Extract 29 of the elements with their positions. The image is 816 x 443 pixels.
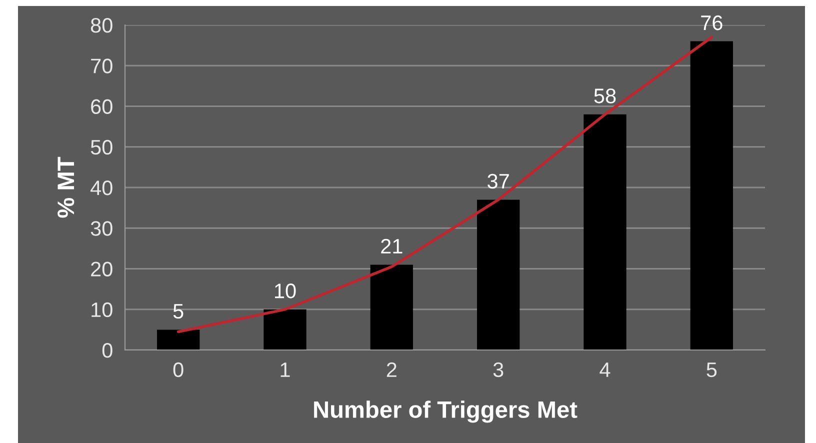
data-label: 5 [173, 304, 184, 319]
data-label: 58 [594, 88, 616, 104]
data-label: 37 [488, 174, 509, 189]
x-axis-title: Number of Triggers Met [314, 400, 578, 423]
bar [584, 114, 626, 350]
y-tick-label: 60 [91, 99, 112, 114]
bar [690, 41, 733, 350]
bar [370, 264, 413, 350]
data-label: 10 [275, 284, 296, 298]
y-tick-label: 10 [92, 302, 112, 318]
x-tick-label: 5 [706, 362, 717, 378]
x-tick-label: 2 [386, 362, 396, 377]
data-label: 21 [381, 238, 402, 254]
y-axis-title: % MT [58, 156, 74, 218]
y-tick-label: 20 [91, 262, 112, 277]
x-tick-label: 0 [173, 362, 184, 378]
y-tick-label: 80 [90, 18, 112, 33]
bar [264, 309, 306, 350]
x-tick-label: 4 [600, 362, 610, 377]
bar [477, 200, 520, 350]
x-tick-label: 3 [493, 362, 504, 378]
x-tick-label: 1 [280, 362, 290, 377]
y-tick-label: 50 [90, 140, 112, 155]
y-tick-label: 70 [91, 58, 112, 74]
y-tick-label: 0 [102, 343, 112, 358]
data-label: 76 [701, 15, 722, 30]
y-tick-label: 40 [90, 180, 112, 196]
y-tick-label: 30 [90, 221, 112, 236]
bar [157, 330, 200, 350]
